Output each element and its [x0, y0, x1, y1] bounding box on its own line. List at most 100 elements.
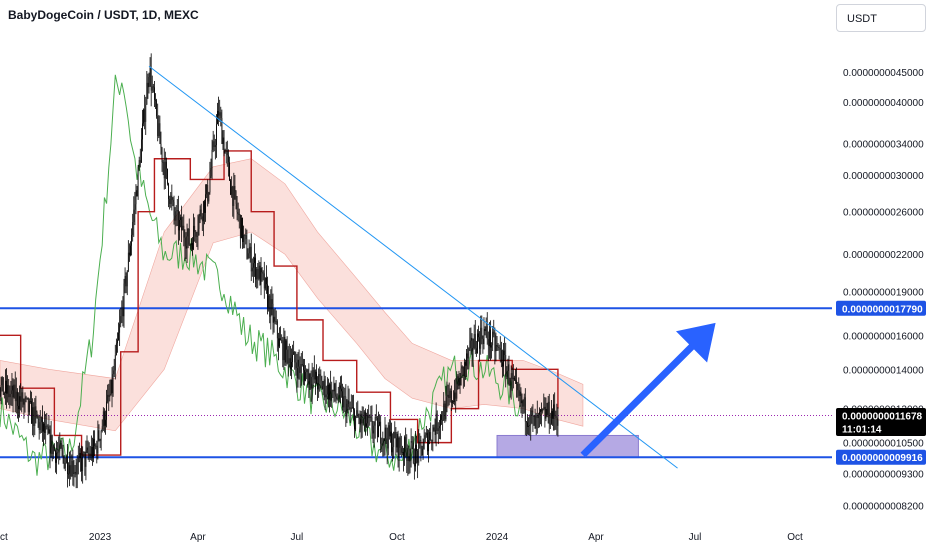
candle-body-45: [48, 429, 50, 434]
candle-body-469: [509, 384, 511, 386]
candle-body-374: [406, 448, 408, 461]
candle-body-325: [353, 407, 354, 411]
candle-body-106: [114, 355, 116, 371]
candle-body-51: [55, 450, 56, 463]
candle-body-452: [491, 345, 492, 348]
candle-body-72: [77, 457, 79, 463]
candle-body-82: [88, 453, 90, 455]
candle-body-386: [419, 439, 421, 442]
candle-body-367: [398, 437, 400, 458]
candle-body-173: [187, 228, 189, 237]
candle-body-337: [366, 423, 367, 427]
candle-body-408: [443, 403, 445, 421]
candle-body-77: [83, 451, 85, 454]
candle-body-215: [233, 186, 235, 206]
candle-body-258: [280, 338, 281, 341]
candle-body-15: [15, 391, 17, 402]
candle-body-133: [144, 109, 146, 122]
candle-body-448: [486, 326, 488, 340]
candle-body-397: [431, 439, 433, 442]
candle-body-343: [372, 430, 374, 434]
candle-body-418: [454, 392, 456, 403]
candle-body-165: [179, 219, 180, 231]
candle-body-338: [367, 415, 369, 424]
candle-body-382: [415, 444, 416, 467]
candle-body-477: [518, 390, 520, 396]
candle-body-280: [304, 370, 305, 381]
support-zone-rect[interactable]: [496, 434, 639, 459]
candle-body-145: [157, 116, 159, 137]
candle-body-490: [532, 415, 534, 417]
candle-body-102: [110, 379, 112, 395]
current-price-tag-countdown: 11:01:14: [842, 425, 882, 436]
candle-body-400: [434, 429, 436, 436]
candle-body-224: [243, 234, 245, 242]
candle-body-282: [306, 369, 308, 373]
y-tick-label-5: 0.0000000022000: [843, 250, 924, 261]
candle-body-163: [176, 210, 178, 212]
projection-arrow[interactable]: [580, 322, 716, 458]
candle-body-28: [30, 401, 31, 402]
candle-body-305: [331, 389, 333, 401]
candle-body-456: [495, 345, 497, 352]
currency-selector-button[interactable]: USDT: [836, 4, 926, 32]
candle-body-118: [127, 252, 129, 271]
candle-body-250: [271, 299, 273, 304]
candle-body-505: [548, 401, 550, 424]
candle-body-124: [134, 204, 136, 210]
candle-body-12: [12, 385, 14, 398]
candle-body-441: [479, 337, 481, 349]
candle-body-496: [539, 411, 540, 415]
candle-body-306: [332, 389, 334, 392]
candle-body-392: [425, 432, 427, 436]
candle-body-109: [118, 332, 119, 341]
candle-body-198: [214, 145, 216, 148]
candle-body-201: [218, 110, 220, 116]
candle-body-178: [193, 225, 194, 250]
candle-body-127: [137, 166, 139, 197]
candle-body-230: [249, 246, 251, 254]
candle-body-444: [482, 338, 484, 344]
candle-body-4: [3, 392, 5, 395]
candle-body-286: [310, 383, 312, 389]
candle-body-279: [303, 365, 304, 371]
trendline-layer: [148, 65, 678, 469]
candle-body-126: [136, 190, 138, 197]
candle-body-339: [368, 415, 370, 419]
candle-body-234: [254, 257, 255, 264]
descending-trendline[interactable]: [148, 65, 678, 469]
candle-body-288: [312, 370, 314, 377]
candle-body-239: [259, 265, 261, 285]
y-tick-label-12: 0.0000000008200: [843, 502, 924, 513]
candle-body-449: [487, 339, 489, 347]
candle-body-404: [438, 426, 440, 429]
candle-body-237: [257, 268, 259, 279]
candle-body-340: [369, 416, 371, 419]
candle-body-396: [430, 432, 432, 440]
candle-body-142: [154, 87, 155, 100]
candle-body-42: [45, 425, 47, 433]
candle-body-235: [255, 257, 256, 280]
candle-body-122: [132, 222, 134, 235]
candle-body-189: [205, 194, 206, 213]
y-tick-label-1: 0.0000000040000: [843, 98, 924, 109]
candle-body-381: [413, 463, 415, 467]
candle-body-432: [469, 340, 471, 349]
candle-body-263: [285, 340, 287, 363]
candle-body-139: [150, 67, 152, 91]
candle-body-355: [385, 427, 387, 439]
candle-body-257: [279, 338, 280, 347]
candle-body-162: [175, 211, 177, 221]
candle-body-414: [449, 390, 451, 398]
candle-body-6: [6, 380, 7, 394]
candle-body-331: [359, 419, 361, 425]
candle-body-341: [370, 416, 372, 418]
candle-body-289: [313, 370, 315, 380]
candle-body-327: [355, 415, 357, 430]
candle-body-336: [365, 411, 366, 427]
x-tick-label-8: Oct: [787, 532, 803, 543]
candle-body-314: [341, 388, 342, 392]
candle-body-43: [46, 425, 48, 427]
candle-body-147: [159, 123, 161, 144]
